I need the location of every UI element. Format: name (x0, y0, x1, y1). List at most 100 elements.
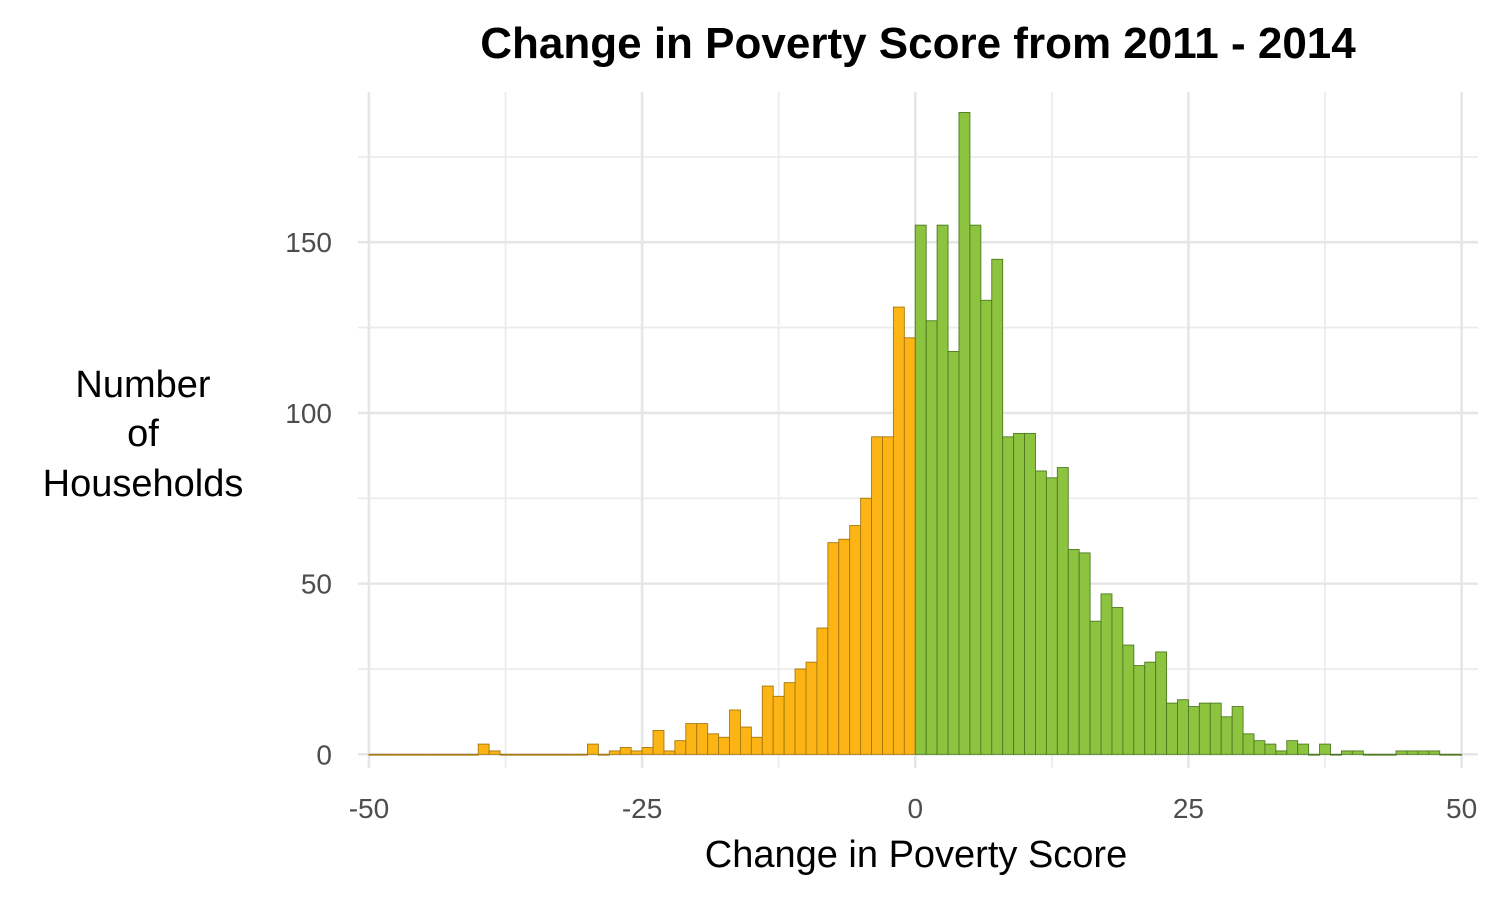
histogram-bar (914, 224, 927, 755)
histogram-bar (1450, 753, 1463, 756)
histogram-bar (499, 753, 512, 756)
histogram-bar (969, 224, 982, 755)
histogram-bar (892, 306, 905, 755)
histogram-bar (521, 753, 534, 756)
histogram-bar (1078, 552, 1091, 755)
histogram-bar (936, 224, 949, 755)
histogram-bar (1155, 651, 1168, 755)
histogram-bar (1428, 750, 1441, 755)
histogram-bar (1133, 665, 1146, 755)
histogram-bar (871, 436, 883, 755)
y-axis-title-line-2: of (127, 413, 159, 455)
histogram-bar (641, 747, 654, 755)
histogram-bars (368, 112, 1463, 756)
histogram-bar (368, 753, 381, 756)
histogram-bar (750, 736, 763, 755)
histogram-bar (597, 753, 610, 756)
y-tick-label: 150 (285, 227, 332, 258)
histogram-bar (685, 723, 698, 755)
histogram-bar (1340, 750, 1353, 755)
histogram-bar (1144, 661, 1157, 755)
histogram-bar (1275, 750, 1288, 755)
histogram-bar (882, 436, 894, 755)
histogram-bar (772, 695, 785, 755)
histogram-bar (761, 685, 774, 755)
histogram-bar (1362, 753, 1375, 756)
histogram-bar (1198, 702, 1211, 755)
histogram-bar (958, 112, 971, 755)
histogram-bar (696, 723, 709, 755)
histogram-bar (903, 337, 916, 755)
histogram-bar (532, 753, 545, 756)
histogram-bar (1187, 706, 1200, 755)
y-tick-label: 100 (285, 398, 332, 429)
x-tick-label: -25 (622, 793, 662, 824)
histogram-bar (466, 753, 479, 756)
histogram-bar (652, 729, 665, 755)
histogram-bar (423, 753, 435, 756)
histogram-bar (488, 750, 501, 755)
histogram-bar (1045, 477, 1058, 755)
histogram-bar (1177, 699, 1189, 755)
histogram-bar (1286, 740, 1299, 755)
histogram-bar (1231, 706, 1244, 755)
histogram-bar (827, 542, 840, 755)
y-axis-title: Number of Households (43, 364, 244, 505)
histogram-bar (630, 750, 643, 755)
histogram-bar (674, 740, 687, 755)
histogram-bar (477, 743, 490, 755)
histogram-bar (783, 682, 796, 755)
histogram-bar (1220, 716, 1233, 755)
histogram-bar (390, 753, 403, 756)
histogram-bar (587, 743, 599, 755)
histogram-bar (1351, 750, 1364, 755)
histogram-bar (805, 661, 818, 755)
histogram-bar (1330, 753, 1342, 756)
histogram-bar (707, 733, 720, 755)
histogram-bar (663, 750, 676, 755)
histogram-bar (1439, 753, 1452, 756)
histogram-bar (729, 709, 741, 755)
histogram-bar (1395, 750, 1408, 755)
histogram-bar (816, 627, 829, 755)
histogram-bar (860, 497, 873, 755)
histogram-bar (1035, 470, 1047, 755)
histogram-bar (1111, 607, 1124, 755)
y-axis-title-line-3: Households (43, 463, 244, 505)
y-tick-label: 0 (316, 739, 332, 770)
histogram-bar (455, 753, 468, 756)
x-tick-label: 25 (1173, 793, 1204, 824)
x-axis-title: Change in Poverty Score (705, 834, 1127, 876)
histogram-bar (925, 320, 938, 755)
histogram-bar (1417, 750, 1430, 755)
histogram-bar (543, 753, 556, 756)
histogram-bar (412, 753, 425, 756)
histogram-bar (794, 668, 807, 755)
histogram-bar (1024, 432, 1036, 755)
histogram-bar (718, 736, 730, 755)
x-tick-label: 50 (1446, 793, 1477, 824)
histogram-bar (1264, 743, 1277, 755)
histogram-bar (1297, 743, 1310, 755)
histogram-bar (838, 538, 851, 755)
chart-title: Change in Poverty Score from 2011 - 2014 (480, 19, 1356, 68)
histogram-bar (1067, 549, 1080, 755)
histogram-bar (1089, 620, 1102, 755)
histogram-bar (510, 753, 523, 756)
histogram-bar (1406, 750, 1419, 755)
histogram-bar (1373, 753, 1386, 756)
histogram-bar (444, 753, 457, 756)
y-axis-tick-labels: 0 50 100 150 (285, 227, 332, 770)
histogram-bar (619, 747, 632, 755)
histogram-bar (1384, 753, 1397, 756)
histogram-bar (565, 753, 577, 756)
histogram-bar (608, 750, 621, 755)
histogram-bar (947, 351, 960, 755)
histogram-bar (1319, 743, 1331, 755)
histogram-bar (1308, 753, 1321, 756)
histogram-bar (1166, 702, 1178, 755)
histogram-bar (576, 753, 588, 756)
x-tick-label: -50 (349, 793, 389, 824)
histogram-bar (554, 753, 567, 756)
